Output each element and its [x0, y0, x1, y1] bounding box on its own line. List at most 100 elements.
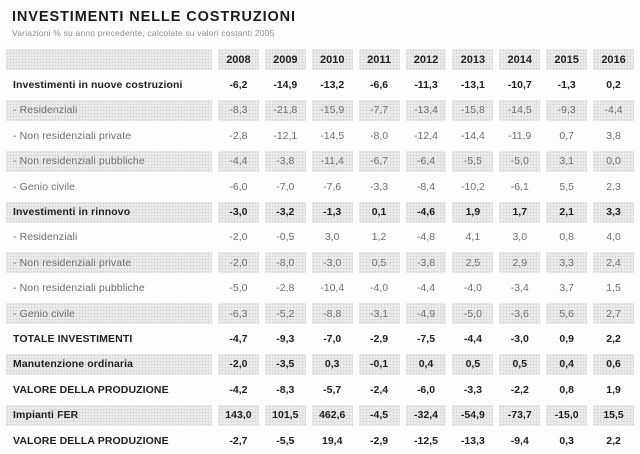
value-cell-2010: -13,2: [320, 79, 345, 92]
value-cell-2016: 2,4: [593, 252, 634, 274]
page-subtitle: Variazioni % su anno precedente, calcola…: [12, 28, 275, 38]
value-cell-2013: -5,0: [452, 303, 494, 325]
value-cell-2008: -6,2: [229, 79, 248, 92]
value-cell-2015: 3,1: [546, 150, 588, 172]
value-cell-2009: -0,5: [276, 231, 295, 244]
value-cell-2011: -4,0: [370, 282, 389, 295]
value-cell-2012: -11,3: [414, 79, 438, 92]
value-cell-2011: 0,5: [358, 252, 400, 274]
value-cell-2010: -1,3: [311, 201, 353, 223]
header-label-cell: [6, 49, 212, 71]
value-cell-2013: 2,5: [452, 252, 494, 274]
value-cell-2010: -7,0: [323, 332, 342, 345]
value-cell-2014: -11,9: [508, 129, 532, 142]
value-cell-2015: -1,3: [557, 79, 576, 92]
year-header-2015: 2015: [546, 49, 588, 71]
table-row: Manutenzione ordinaria -2,0 -3,5 0,3 -0,1 0,4…: [6, 352, 634, 377]
value-cell-2009: -7,0: [276, 180, 295, 193]
value-cell-2010: 19,4: [321, 434, 343, 447]
value-cell-2008: -8,3: [218, 99, 259, 121]
value-cell-2014: -3,0: [510, 332, 529, 345]
value-cell-2011: -6,6: [370, 79, 389, 92]
table-row: VALORE DELLA PRODUZIONE -2,7 -5,5 19,4 -2,9 -…: [6, 428, 634, 453]
table-row: - Residenziali -2,0 -0,5 3,0 1,2 -4,8 4,1 3,0 0,…: [6, 225, 634, 250]
value-cell-2014: 3,0: [512, 231, 528, 244]
value-cell-2015: 0,8: [559, 383, 574, 396]
value-cell-2013: -5,5: [452, 150, 494, 172]
table-header-row: 2008 2009 2010 2011 2012 2013 2014 2015 2016: [6, 47, 634, 72]
row-label: - Genio civile: [6, 303, 212, 325]
value-cell-2014: 1,7: [499, 201, 541, 223]
value-cell-2010: 462,6: [311, 404, 353, 426]
value-cell-2016: 2,3: [606, 180, 621, 193]
table-row: Investimenti in rinnovo -3,0 -3,2 -1,3 0,1 -4…: [6, 199, 634, 224]
row-label: Manutenzione ordinaria: [6, 353, 212, 375]
value-cell-2010: -7,6: [323, 180, 342, 193]
value-cell-2014: 0,5: [499, 353, 541, 375]
value-cell-2016: 0,0: [593, 150, 634, 172]
value-cell-2013: -13,1: [460, 79, 485, 92]
year-header-2009: 2009: [264, 49, 306, 71]
table-row: - Residenziali -8,3 -21,8 -15,9 -7,7 -13,4 -15…: [6, 98, 634, 123]
value-cell-2010: -11,4: [311, 150, 353, 172]
value-cell-2010: -15,9: [311, 99, 353, 121]
value-cell-2014: -14,5: [499, 99, 541, 121]
year-header-2014: 2014: [499, 49, 541, 71]
value-cell-2011: 1,2: [371, 231, 387, 244]
value-cell-2012: -12,4: [414, 129, 438, 142]
value-cell-2014: -3,6: [499, 303, 541, 325]
value-cell-2013: 1,9: [452, 201, 494, 223]
value-cell-2012: -6,0: [416, 383, 436, 396]
value-cell-2010: -5,7: [323, 383, 342, 396]
value-cell-2011: -2,4: [370, 383, 389, 396]
row-label: - Genio civile: [13, 180, 76, 193]
value-cell-2015: 0,9: [559, 332, 574, 345]
row-label: VALORE DELLA PRODUZIONE: [13, 434, 169, 447]
year-header-2013: 2013: [452, 49, 494, 71]
document-header: INVESTIMENTI NELLE COSTRUZIONI Variazion…: [6, 9, 634, 38]
value-cell-2009: -8,3: [276, 383, 295, 396]
year-header-2012: 2012: [405, 49, 447, 71]
value-cell-2011: -8,0: [370, 129, 389, 142]
value-cell-2010: 3,0: [324, 231, 340, 244]
row-label: Investimenti in rinnovo: [6, 201, 212, 223]
investments-table: 2008 2009 2010 2011 2012 2013 2014 2015 2016 Inv…: [6, 47, 634, 453]
value-cell-2014: -6,1: [510, 180, 529, 193]
value-cell-2013: -10,2: [460, 180, 485, 193]
year-header-2011: 2011: [358, 49, 400, 71]
row-label: - Residenziali: [13, 231, 78, 244]
value-cell-2015: 0,8: [559, 231, 574, 244]
value-cell-2014: 2,9: [499, 252, 541, 274]
value-cell-2012: -4,4: [416, 282, 436, 295]
value-cell-2012: -3,8: [405, 252, 447, 274]
value-cell-2016: 2,2: [606, 434, 621, 447]
value-cell-2013: -13,3: [460, 434, 485, 447]
value-cell-2010: -8,8: [311, 303, 353, 325]
value-cell-2012: -4,8: [416, 231, 436, 244]
row-label: - Non residenziali pubbliche: [6, 150, 212, 172]
page-title: INVESTIMENTI NELLE COSTRUZIONI: [12, 9, 296, 25]
row-label: - Residenziali: [6, 99, 212, 121]
value-cell-2012: -13,4: [405, 99, 447, 121]
table-row: Investimenti in nuove costruzioni -6,2 -14…: [6, 72, 634, 97]
value-cell-2010: 0,3: [311, 353, 353, 375]
table-row: Impianti FER 143,0 101,5 462,6 -4,5 -32,4 -54,…: [6, 402, 634, 427]
value-cell-2015: 3,3: [546, 252, 588, 274]
value-cell-2013: -4,4: [463, 332, 482, 345]
value-cell-2010: -14,5: [320, 129, 345, 142]
value-cell-2011: -0,1: [358, 353, 400, 375]
value-cell-2014: -10,7: [507, 79, 532, 92]
value-cell-2013: -14,4: [460, 129, 485, 142]
value-cell-2009: -21,8: [264, 99, 306, 121]
value-cell-2011: -3,1: [358, 303, 400, 325]
value-cell-2008: -6,3: [218, 303, 259, 325]
value-cell-2012: -4,9: [405, 303, 447, 325]
value-cell-2012: -6,4: [405, 150, 447, 172]
value-cell-2016: 2,2: [606, 332, 621, 345]
value-cell-2009: -3,2: [264, 201, 306, 223]
value-cell-2009: -5,2: [264, 303, 306, 325]
value-cell-2015: -15,0: [546, 404, 588, 426]
value-cell-2016: -4,4: [593, 99, 634, 121]
row-label: VALORE DELLA PRODUZIONE: [13, 383, 169, 396]
value-cell-2012: 0,4: [405, 353, 447, 375]
